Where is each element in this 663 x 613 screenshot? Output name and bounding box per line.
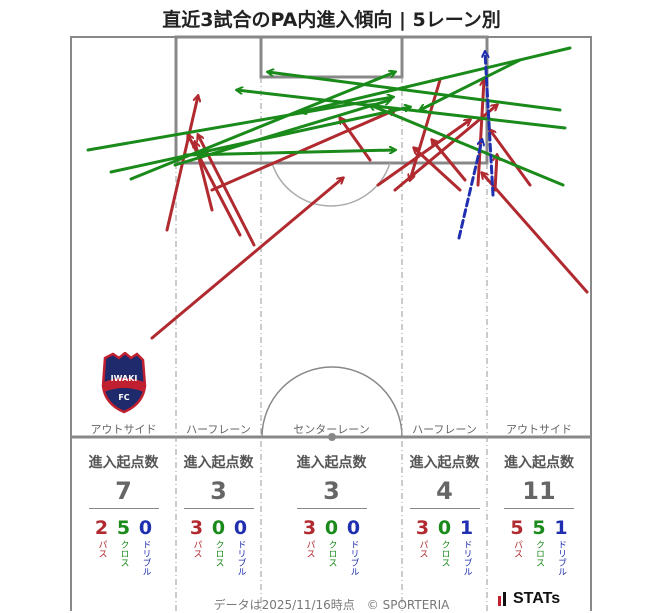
cross-arrow bbox=[370, 105, 565, 187]
pass-count: 2 bbox=[94, 517, 109, 539]
penalty-arc bbox=[271, 162, 391, 207]
footer-credit: データは2025/11/16時点 © SPORTERIA bbox=[213, 598, 450, 612]
stat-total: 4 bbox=[436, 477, 453, 505]
pass-count: 3 bbox=[302, 517, 317, 539]
cross-arrow bbox=[420, 58, 522, 110]
cross-arrow bbox=[237, 90, 567, 130]
dribble-label: ドリブル bbox=[348, 540, 359, 576]
goal-area bbox=[259, 35, 404, 79]
cross-count: 0 bbox=[211, 517, 226, 539]
pass-arrow bbox=[150, 178, 343, 340]
center-circle bbox=[261, 366, 403, 438]
club-logo: IWAKI FC bbox=[101, 352, 147, 414]
stat-header: 進入起点数 bbox=[88, 455, 159, 471]
lane-label-center: センターレーン bbox=[293, 423, 370, 436]
cross-arrow bbox=[86, 97, 393, 152]
dribble-count: 0 bbox=[233, 517, 248, 539]
pass-arrow bbox=[414, 148, 462, 192]
pass-arrow bbox=[482, 173, 589, 294]
pass-label: パス bbox=[304, 540, 315, 558]
lane-stats-outside-right: 進入起点数 11 5 パス 5 クロス 1 ドリブル bbox=[487, 452, 591, 576]
pass-count: 3 bbox=[189, 517, 204, 539]
dribble-label: ドリブル bbox=[140, 540, 151, 576]
cross-label: クロス bbox=[326, 540, 337, 567]
pass-arrow bbox=[410, 78, 442, 180]
cross-arrow bbox=[183, 150, 395, 157]
entry-arrows bbox=[86, 46, 589, 340]
cross-count: 0 bbox=[324, 517, 339, 539]
lane-stats-center: 進入起点数 3 3 パス 0 クロス 0 ドリブル bbox=[261, 452, 402, 576]
page-title: 直近3試合のPA内進入傾向 | 5レーン別 bbox=[162, 9, 501, 31]
cross-count: 5 bbox=[532, 517, 546, 539]
pass-label: パス bbox=[96, 540, 107, 558]
dribble-count: 1 bbox=[459, 517, 474, 539]
lane-stats-half-left: 進入起点数 3 3 パス 0 クロス 0 ドリブル bbox=[176, 452, 261, 576]
dribble-label: ドリブル bbox=[556, 540, 566, 576]
cross-label: クロス bbox=[534, 540, 544, 567]
pass-arrow bbox=[495, 155, 497, 192]
svg-text:FC: FC bbox=[118, 393, 129, 402]
cross-count: 5 bbox=[116, 517, 131, 539]
dribble-label: ドリブル bbox=[235, 540, 246, 576]
cross-label: クロス bbox=[439, 540, 450, 567]
stat-total: 11 bbox=[522, 477, 556, 505]
lane-label-outside-right: アウトサイド bbox=[506, 423, 572, 436]
lane-stats-outside-left: 進入起点数 7 2 パス 5 クロス 0 ドリブル bbox=[71, 452, 176, 576]
stat-header: 進入起点数 bbox=[409, 455, 480, 471]
stat-header: 進入起点数 bbox=[183, 455, 254, 471]
pass-count: 3 bbox=[415, 517, 430, 539]
lane-label-half-left: ハーフレーン bbox=[186, 423, 251, 436]
pass-arrow bbox=[476, 80, 484, 187]
cross-label: クロス bbox=[213, 540, 224, 567]
stat-total: 3 bbox=[210, 477, 227, 505]
lane-label-half-right: ハーフレーン bbox=[412, 423, 477, 436]
stat-total: 3 bbox=[323, 477, 340, 505]
stat-header: 進入起点数 bbox=[504, 455, 574, 471]
lane-label-outside-left: アウトサイド bbox=[90, 423, 157, 436]
stat-header: 進入起点数 bbox=[296, 455, 367, 471]
dribble-count: 0 bbox=[346, 517, 361, 539]
brand-text: STATs bbox=[513, 590, 561, 607]
pass-label: パス bbox=[191, 540, 202, 558]
dribble-count: 1 bbox=[554, 517, 568, 539]
pass-arrow bbox=[376, 120, 470, 187]
cross-arrow bbox=[129, 72, 395, 181]
stats-logo-icon bbox=[498, 592, 510, 606]
pass-arrow bbox=[340, 118, 372, 162]
cross-label: クロス bbox=[118, 540, 129, 567]
pass-arrow bbox=[490, 130, 532, 187]
pass-count: 5 bbox=[510, 517, 524, 539]
dribble-arrow bbox=[485, 52, 495, 197]
stat-total: 7 bbox=[115, 477, 132, 505]
center-spot bbox=[328, 433, 336, 441]
pass-arrow bbox=[210, 110, 395, 192]
cross-count: 0 bbox=[437, 517, 452, 539]
pass-label: パス bbox=[417, 540, 428, 558]
pass-arrow bbox=[432, 140, 467, 182]
brand-logo: STATs bbox=[498, 590, 560, 608]
dribble-label: ドリブル bbox=[461, 540, 472, 576]
svg-text:IWAKI: IWAKI bbox=[111, 374, 138, 383]
dribble-arrow bbox=[457, 140, 482, 240]
dribble-count: 0 bbox=[138, 517, 153, 539]
cross-arrow bbox=[268, 72, 562, 112]
lane-stats-half-right: 進入起点数 4 3 パス 0 クロス 1 ドリブル bbox=[402, 452, 487, 576]
pass-label: パス bbox=[512, 540, 522, 558]
